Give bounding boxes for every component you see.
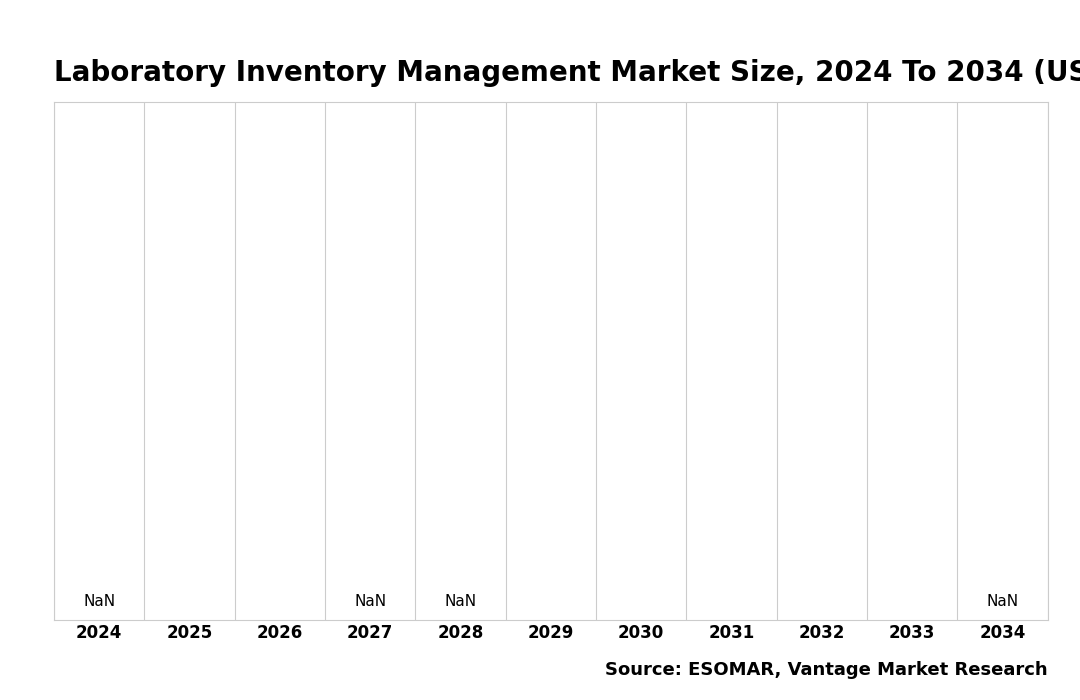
Text: Laboratory Inventory Management Market Size, 2024 To 2034 (USD Billion): Laboratory Inventory Management Market S… xyxy=(54,59,1080,87)
Text: NaN: NaN xyxy=(444,594,476,609)
Text: NaN: NaN xyxy=(83,594,116,609)
Text: NaN: NaN xyxy=(354,594,387,609)
Text: Source: ESOMAR, Vantage Market Research: Source: ESOMAR, Vantage Market Research xyxy=(605,661,1048,679)
Text: NaN: NaN xyxy=(986,594,1018,609)
